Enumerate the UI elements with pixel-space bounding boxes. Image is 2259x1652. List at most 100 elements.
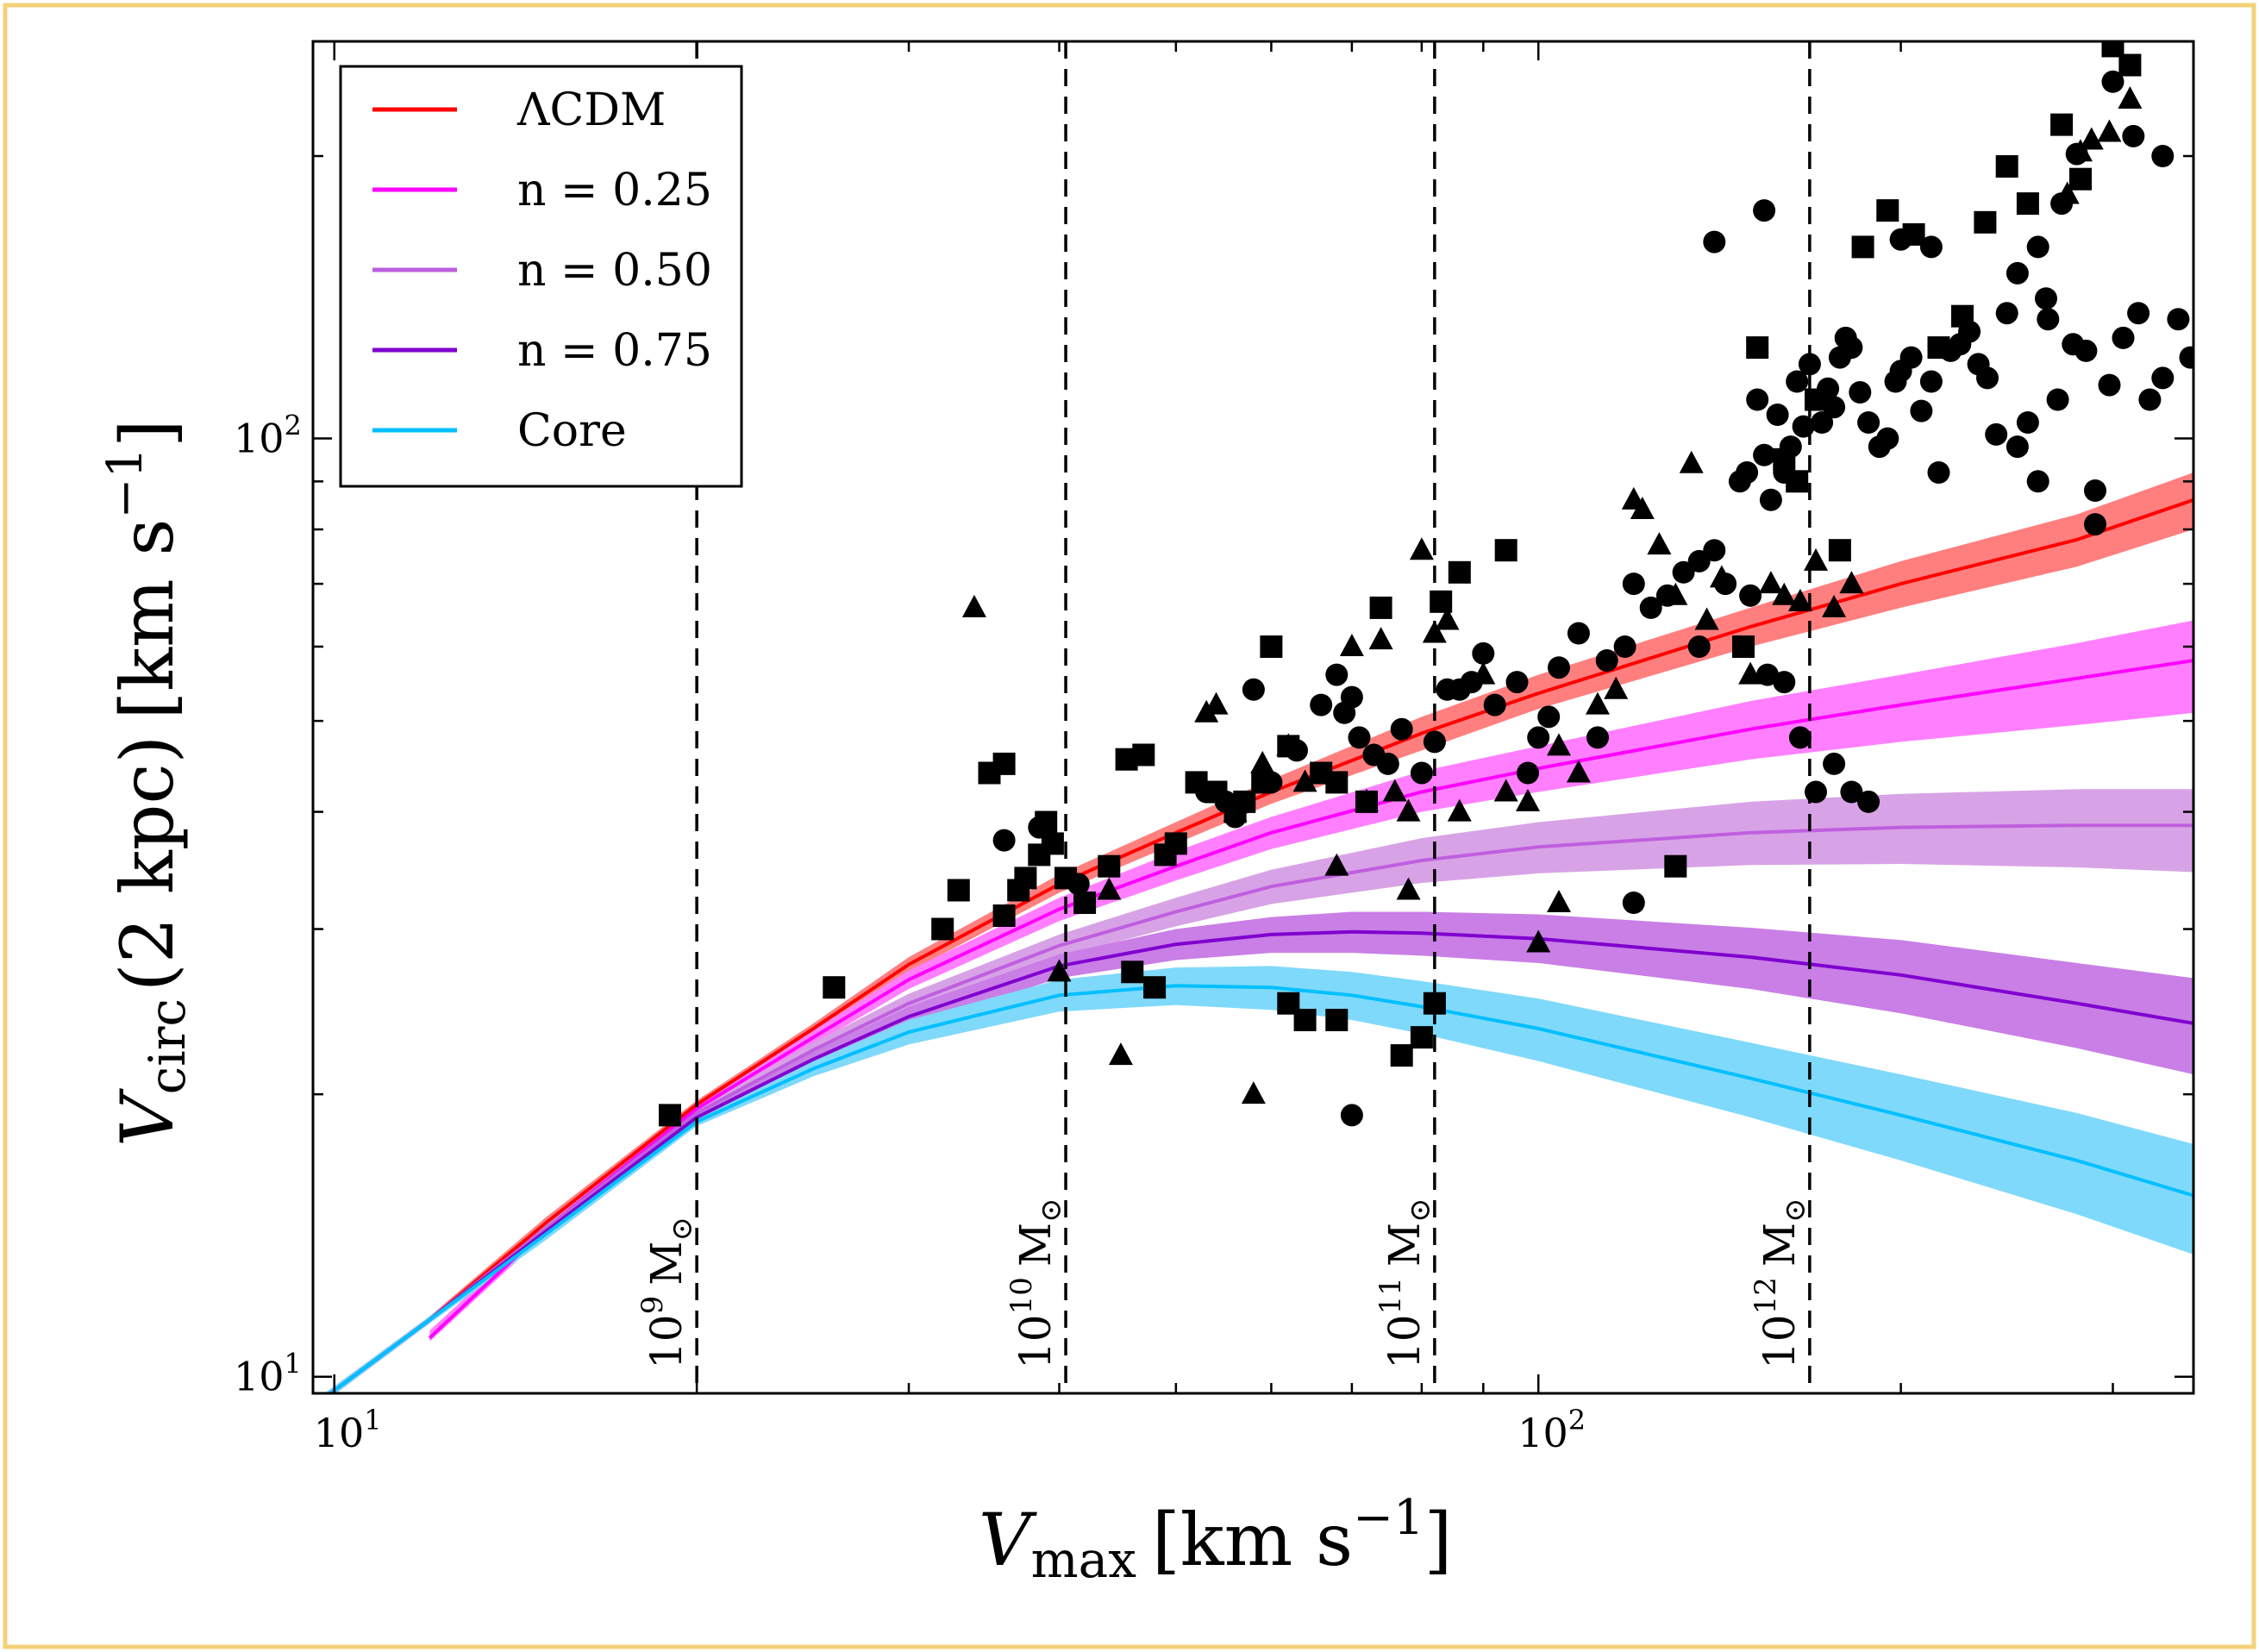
obs-circle	[1746, 388, 1769, 411]
obs-circle	[1505, 671, 1529, 694]
obs-circle	[2046, 388, 2069, 411]
obs-square	[659, 1104, 681, 1127]
mass-label-10: 1010 M⊙	[1004, 1198, 1068, 1369]
line-n-0-25	[428, 659, 2193, 1340]
mass-label-12: 1012 M⊙	[1749, 1198, 1812, 1369]
obs-circle	[1811, 411, 1834, 434]
x-axis-units-end: ]	[1424, 1498, 1453, 1582]
obs-square	[1121, 961, 1144, 984]
obs-square	[1927, 336, 1950, 360]
legend-box	[339, 65, 743, 488]
obs-circle	[1919, 235, 1943, 259]
mass-label-unit: M	[1380, 1223, 1430, 1267]
obs-square	[1876, 199, 1899, 222]
mass-label-base: 10	[1380, 1314, 1430, 1369]
plot-inner	[324, 41, 2193, 1393]
obs-circle	[1985, 422, 2008, 446]
obs-circle	[2026, 235, 2049, 259]
obs-square	[1423, 992, 1446, 1015]
obs-square	[1054, 867, 1077, 890]
obs-circle	[1788, 726, 1812, 749]
obs-circle	[1876, 427, 1899, 450]
obs-circle	[2151, 366, 2175, 390]
y-tick-base: 10	[234, 416, 285, 462]
obs-square	[1143, 976, 1167, 999]
obs-square	[931, 917, 954, 941]
obs-circle	[2074, 339, 2098, 362]
obs-circle	[1805, 780, 1827, 804]
obs-circle	[1613, 635, 1636, 658]
obs-triangle	[1204, 691, 1229, 715]
obs-square	[1390, 1044, 1413, 1067]
obs-circle	[2006, 435, 2029, 459]
obs-circle	[2098, 373, 2121, 397]
obs-square	[2016, 192, 2039, 216]
obs-triangle	[1047, 959, 1072, 982]
obs-triangle	[1493, 779, 1518, 802]
y-tick-base: 10	[234, 1354, 285, 1400]
obs-triangle	[1409, 537, 1434, 560]
y-tick-exp: 2	[285, 410, 302, 442]
obs-triangle	[1804, 548, 1829, 571]
obs-square	[1664, 854, 1687, 878]
obs-square	[2069, 167, 2092, 191]
obs-circle	[1849, 381, 1872, 404]
obs-triangle	[961, 594, 986, 617]
obs-square	[1974, 210, 1997, 234]
mass-label-exp: 11	[1374, 1277, 1408, 1314]
obs-circle	[1919, 370, 1943, 393]
x-tick-base: 10	[314, 1410, 365, 1456]
obs-circle	[1766, 404, 1789, 426]
legend: ΛCDM n = 0.25 n = 0.50 n = 0.75 Core	[339, 65, 743, 488]
obs-square	[1902, 222, 1925, 246]
obs-circle	[1899, 346, 1923, 369]
obs-circle	[1753, 443, 1776, 466]
mass-label-exp: 9	[635, 1296, 670, 1315]
obs-circle	[1639, 596, 1662, 619]
obs-circle	[1586, 726, 1609, 749]
obs-circle	[1759, 488, 1782, 511]
obs-square	[1041, 832, 1064, 855]
mass-label-exp: 10	[1004, 1277, 1039, 1314]
obs-circle	[1703, 230, 1726, 253]
obs-triangle	[1292, 769, 1317, 792]
obs-square	[1494, 539, 1517, 562]
obs-circle	[1857, 790, 1880, 813]
obs-circle	[2037, 308, 2060, 331]
obs-circle	[1537, 705, 1561, 729]
obs-triangle	[2097, 119, 2122, 142]
obs-triangle	[1382, 779, 1407, 802]
obs-triangle	[1547, 890, 1572, 913]
obs-circle	[1786, 370, 1809, 393]
legend-label: n = 0.25	[517, 165, 712, 216]
obs-triangle	[1324, 853, 1349, 876]
obs-circle	[1773, 671, 1796, 694]
legend-label: n = 0.50	[517, 245, 712, 297]
x-axis-units-sup: −1	[1353, 1490, 1424, 1546]
obs-square	[992, 904, 1016, 927]
obs-triangle	[1772, 582, 1797, 605]
obs-triangle	[1250, 750, 1275, 773]
observations	[659, 41, 2193, 1127]
obs-square	[1205, 780, 1228, 804]
obs-circle	[1472, 641, 1495, 665]
obs-circle	[1595, 649, 1618, 672]
obs-square	[1786, 470, 1809, 493]
mass-label-11: 1011 M⊙	[1374, 1198, 1437, 1369]
obs-square	[1251, 771, 1274, 794]
obs-circle	[2167, 308, 2190, 331]
x-tick-exp: 1	[364, 1404, 381, 1436]
mass-label-base: 10	[1011, 1314, 1061, 1369]
obs-triangle	[1839, 571, 1864, 594]
obs-circle	[1798, 353, 1821, 376]
obs-circle	[1348, 726, 1371, 749]
obs-square	[1732, 635, 1755, 658]
obs-triangle	[1647, 532, 1672, 555]
y-tick-label: 101	[234, 1348, 302, 1400]
mass-label-exp: 12	[1749, 1277, 1783, 1314]
mass-label-sun: ⊙	[1778, 1198, 1812, 1223]
obs-triangle	[1547, 733, 1572, 756]
obs-square	[1410, 1026, 1433, 1049]
y-axis-label: Vcirc (2 kpc) [km s−1]	[97, 419, 197, 1147]
obs-triangle	[1515, 788, 1540, 811]
